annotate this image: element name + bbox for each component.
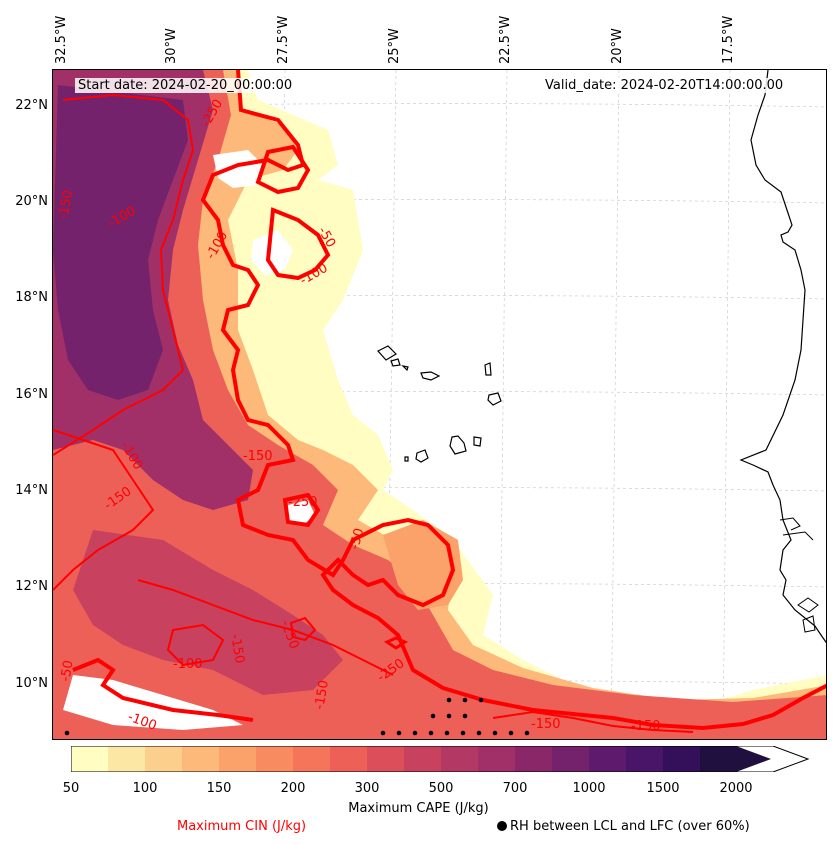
colorbar-swatch	[552, 746, 590, 772]
colorbar-swatch	[441, 746, 479, 772]
colorbar-swatch	[293, 746, 331, 772]
legend-rh: RH between LCL and LFC (over 60%)	[497, 819, 750, 834]
cb-tick-300: 300	[354, 781, 380, 796]
colorbar-swatch	[71, 746, 109, 772]
colorbar-swatch	[330, 746, 368, 772]
rh-dots	[64, 697, 530, 736]
africa-coastline-inlets	[779, 517, 819, 633]
cin-contour-250-south	[137, 579, 394, 676]
cape-region-300	[53, 70, 826, 739]
lat-label-16n: 16°N	[15, 387, 48, 402]
cin-contour-thick-sw	[72, 657, 254, 722]
colorbar-swatch	[108, 746, 146, 772]
colorbar-swatches	[71, 746, 771, 772]
cin-contours	[53, 70, 826, 733]
lat-label-12n: 12°N	[15, 579, 48, 594]
colorbar-swatch	[145, 746, 183, 772]
cin-label-150-center: -150	[243, 449, 273, 464]
cin-contour-thick-loop-north	[255, 144, 311, 195]
cin-label-150-east: -150	[631, 719, 661, 734]
colorbar-swatch	[663, 746, 701, 772]
cape-gap-small	[288, 500, 315, 525]
lat-label-10n: 10°N	[15, 676, 48, 691]
cape-verde-islands	[377, 345, 502, 463]
cape-gap-north	[213, 150, 263, 188]
cape-region-500-south	[73, 530, 343, 695]
colorbar-swatch	[478, 746, 516, 772]
cape-gap-center	[251, 230, 293, 275]
cin-contour-thick-diamond	[383, 636, 409, 650]
colorbar-swatch	[700, 746, 771, 772]
colorbar-swatch	[626, 746, 664, 772]
colorbar-swatch	[367, 746, 405, 772]
cb-tick-1000: 1000	[572, 781, 606, 796]
colorbar-swatch	[589, 746, 627, 772]
lon-label-27-5w: 27.5°W	[276, 15, 291, 64]
lon-label-32-5w: 32.5°W	[54, 15, 69, 64]
lon-label-25w: 25°W	[387, 28, 402, 64]
cb-tick-2000: 2000	[719, 781, 753, 796]
colorbar-swatch	[404, 746, 442, 772]
cape-region-1000	[53, 85, 188, 400]
map-panel: -250 -150 -100 -100 -50 -100 -150 -100 -…	[52, 69, 827, 740]
lon-label-30w: 30°W	[164, 28, 179, 64]
cin-label-250-center: -250	[288, 495, 318, 510]
colorbar-swatch	[182, 746, 220, 772]
cb-tick-500: 500	[428, 781, 454, 796]
cin-label-150-south: -150	[312, 679, 332, 711]
colorbar-swatch	[256, 746, 294, 772]
cin-contour-loop-sw	[166, 623, 225, 667]
cin-label-150-se: -150	[531, 717, 561, 732]
cb-tick-50: 50	[62, 781, 80, 796]
lat-label-14n: 14°N	[15, 483, 48, 498]
cin-label-150-west: -150	[56, 189, 76, 221]
colorbar-title: Maximum CAPE (J/kg)	[348, 801, 489, 816]
rh-dot-icon	[497, 821, 507, 831]
lat-label-22n: 22°N	[15, 98, 48, 113]
cin-contour-loop-ring	[289, 616, 317, 642]
cin-label-150-south-mid: -150	[227, 633, 247, 665]
valid-date-text: Valid_date: 2024-02-20T14:00:00.00	[542, 78, 787, 93]
lat-label-20n: 20°N	[15, 194, 48, 209]
cin-contour-thick-loop-small	[282, 492, 321, 528]
cb-tick-150: 150	[206, 781, 232, 796]
cin-contour-thick-main	[200, 70, 826, 731]
cape-colorbar	[71, 746, 810, 772]
lon-label-17-5w: 17.5°W	[721, 15, 736, 64]
cin-contour-150	[53, 93, 195, 456]
cin-label-50-center: -50	[347, 527, 367, 551]
colorbar-outline	[71, 746, 810, 772]
start-date-text: Start date: 2024-02-20_00:00:00	[75, 78, 296, 93]
africa-coastline	[739, 70, 826, 644]
colorbar-swatch	[515, 746, 553, 772]
colorbar-swatch	[219, 746, 257, 772]
lat-label-18n: 18°N	[15, 290, 48, 305]
lon-label-22-5w: 22.5°W	[498, 15, 513, 64]
map-canvas: -250 -150 -100 -100 -50 -100 -150 -100 -…	[53, 70, 826, 739]
lon-label-20w: 20°W	[610, 28, 625, 64]
cin-contour-150-south	[492, 710, 694, 733]
cape-field	[53, 70, 826, 739]
cb-tick-200: 200	[280, 781, 306, 796]
cin-label-50-sw: -50	[58, 659, 76, 683]
cb-tick-700: 700	[502, 781, 528, 796]
legend-rh-label: RH between LCL and LFC (over 60%)	[510, 819, 750, 834]
cin-contour-thick-loop-east	[265, 207, 331, 281]
cb-tick-1500: 1500	[646, 781, 680, 796]
cb-tick-100: 100	[132, 781, 158, 796]
cin-contour-100	[53, 429, 155, 591]
legend-cin: Maximum CIN (J/kg)	[177, 819, 307, 834]
cin-label-100-south: -100	[173, 657, 203, 672]
